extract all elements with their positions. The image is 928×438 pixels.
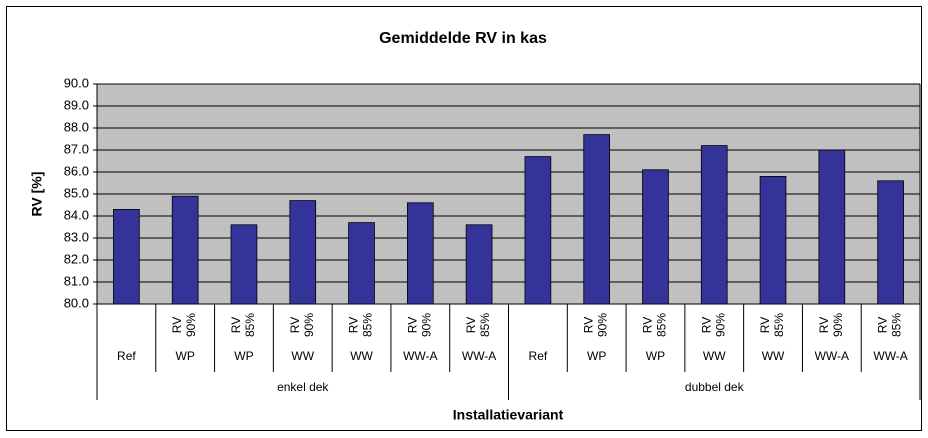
y-tick-label: 90.0: [64, 75, 89, 90]
setpoint-label: RV90%: [582, 313, 610, 337]
setpoint-label: RV85%: [876, 313, 904, 337]
bar: [583, 134, 611, 305]
x-tick-label: WW-A: [403, 349, 437, 363]
setpoint-label: RV85%: [758, 313, 786, 337]
x-tick-label: WP: [234, 349, 253, 363]
setpoint-label: RV90%: [817, 313, 845, 337]
x-tick-label: Ref: [529, 349, 548, 363]
setpoint-label: RV85%: [464, 313, 492, 337]
group-label: dubbel dek: [685, 380, 745, 394]
x-tick-label: WW: [703, 349, 726, 363]
y-tick-label: 82.0: [64, 251, 89, 266]
bar: [818, 149, 846, 305]
x-tick-label: WW-A: [815, 349, 849, 363]
y-tick-label: 89.0: [64, 97, 89, 112]
chart-title: Gemiddelde RV in kas: [379, 30, 547, 47]
setpoint-label: RV90%: [288, 313, 316, 337]
bar: [642, 169, 669, 305]
bar: [348, 222, 375, 305]
y-tick-label: 85.0: [64, 185, 89, 200]
y-tick-label: 86.0: [64, 163, 89, 178]
bar: [171, 195, 199, 305]
y-tick-label: 80.0: [64, 295, 89, 310]
x-tick-label: WP: [587, 349, 606, 363]
bar: [877, 180, 904, 305]
setpoint-label: RV85%: [229, 313, 257, 337]
x-tick-label: WW: [291, 349, 314, 363]
setpoint-label: RV85%: [347, 313, 375, 337]
x-tick-label: WW: [762, 349, 785, 363]
x-tick-label: Ref: [117, 349, 136, 363]
y-tick-label: 87.0: [64, 141, 89, 156]
bar: [406, 202, 434, 305]
y-axis-title: RV [%]: [29, 172, 45, 217]
setpoint-label: RV90%: [699, 313, 727, 337]
x-tick-label: WW-A: [873, 349, 907, 363]
bar: [230, 224, 258, 305]
y-tick-label: 81.0: [64, 273, 89, 288]
x-tick-label: WW: [350, 349, 373, 363]
group-label: enkel dek: [277, 380, 329, 394]
bar: [465, 224, 493, 305]
x-tick-label: WP: [646, 349, 665, 363]
y-tick-label: 84.0: [64, 207, 89, 222]
setpoint-label: RV90%: [405, 313, 433, 337]
y-tick-label: 83.0: [64, 229, 89, 244]
bar: [759, 175, 787, 305]
x-tick-label: WP: [176, 349, 195, 363]
setpoint-label: RV85%: [641, 313, 669, 337]
setpoint-label: RV90%: [170, 313, 198, 337]
x-axis-title: Installatievariant: [453, 407, 564, 423]
y-tick-label: 88.0: [64, 119, 89, 134]
bar: [524, 156, 552, 305]
x-tick-label: WW-A: [462, 349, 496, 363]
bar: [289, 200, 317, 305]
bar: [113, 208, 140, 305]
bar: [700, 145, 728, 305]
